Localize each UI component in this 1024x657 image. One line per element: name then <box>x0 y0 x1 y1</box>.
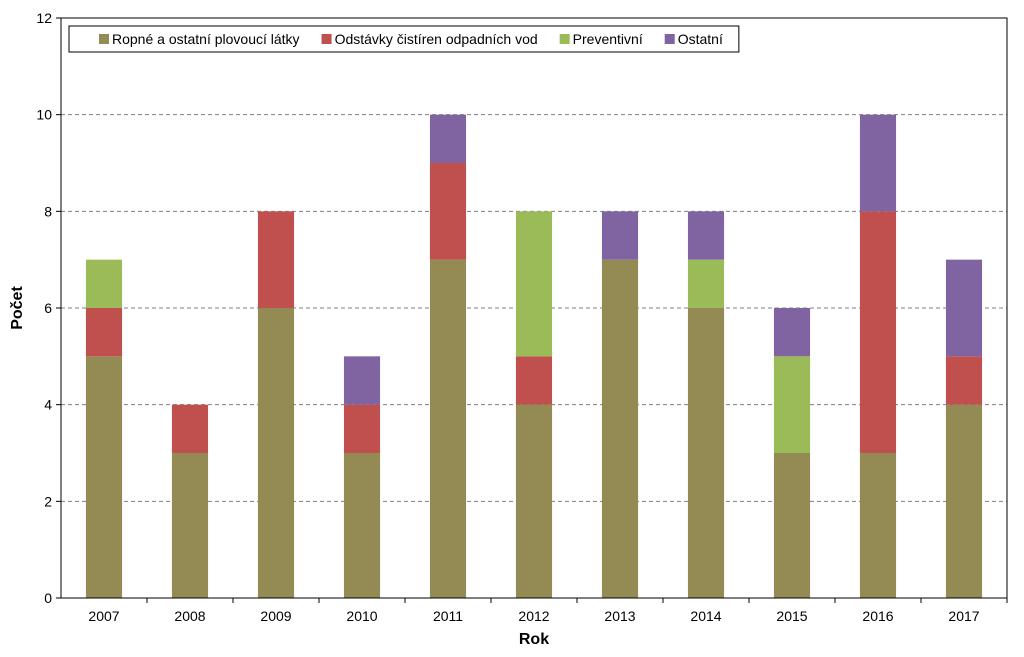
legend-box <box>68 25 740 53</box>
y-tick-label: 4 <box>44 397 52 413</box>
bar-segment-2012-s0 <box>515 404 553 598</box>
bar-segment-2010-s3 <box>343 356 381 405</box>
y-tick-label: 0 <box>44 590 52 606</box>
x-tick-label: 2009 <box>260 608 291 624</box>
legend-swatch-3 <box>664 34 675 44</box>
bar-segment-2010-s0 <box>343 453 381 598</box>
bar-segment-2007-s0 <box>85 356 123 598</box>
bar-segment-2010-s1 <box>343 404 381 453</box>
legend-label-3: Ostatní <box>678 31 723 47</box>
y-tick-label: 6 <box>44 300 52 316</box>
bar-segment-2011-s3 <box>429 114 467 163</box>
x-tick-label: 2010 <box>346 608 377 624</box>
bar-segment-2009-s0 <box>257 308 295 598</box>
legend-swatch-0 <box>99 34 109 44</box>
legend-label-0: Ropné a ostatní plovoucí látky <box>112 31 300 47</box>
axes: 0 2 4 6 8 10 12 2007 2008 2009 2010 2011 2012 2013 201… <box>36 10 1008 624</box>
y-tick-label: 2 <box>44 493 52 509</box>
bar-segment-2007-s1 <box>85 308 123 357</box>
legend-label-1: Odstávky čistíren odpadních vod <box>335 31 538 47</box>
x-tick-label: 2016 <box>862 608 893 624</box>
y-axis-title: Počet <box>9 286 26 330</box>
bar-segment-2008-s0 <box>171 453 209 598</box>
legend-label-2: Preventivní <box>573 31 643 47</box>
y-tick-label: 12 <box>36 10 52 26</box>
bar-segment-2015-s2 <box>773 356 811 453</box>
x-tick-label: 2015 <box>776 608 807 624</box>
bar-segment-2017-s3 <box>945 259 983 357</box>
bar-segment-2017-s0 <box>945 404 983 598</box>
x-tick-label: 2007 <box>88 608 119 624</box>
x-tick-label: 2017 <box>948 608 979 624</box>
bar-segment-2015-s0 <box>773 453 811 598</box>
bar-segment-2016-s3 <box>859 114 897 212</box>
bar-segment-2011-s1 <box>429 163 467 260</box>
bar-segment-2014-s0 <box>687 308 725 598</box>
x-tick-label: 2008 <box>174 608 205 624</box>
bar-segment-2011-s0 <box>429 259 467 598</box>
bar-segment-2013-s3 <box>601 211 639 260</box>
bar-segment-2012-s1 <box>515 356 553 405</box>
bar-segment-2008-s1 <box>171 404 209 453</box>
x-tick-label: 2012 <box>518 608 549 624</box>
y-tick-label: 8 <box>44 203 52 219</box>
bar-segment-2015-s3 <box>773 308 811 357</box>
bar-segment-2017-s1 <box>945 356 983 405</box>
bar-segment-2014-s2 <box>687 259 725 308</box>
legend-swatch-2 <box>559 34 570 44</box>
bar-segment-2012-s2 <box>515 211 553 357</box>
legend: Ropné a ostatní plovoucí látky Odstávky č… <box>68 25 740 53</box>
bar-segment-2007-s2 <box>85 259 123 308</box>
bars <box>85 114 983 598</box>
x-tick-label: 2014 <box>690 608 721 624</box>
y-tick-label: 10 <box>36 107 52 123</box>
x-tick-label: 2013 <box>604 608 635 624</box>
bar-segment-2013-s0 <box>601 259 639 598</box>
x-tick-label: 2011 <box>433 608 463 624</box>
x-axis-title: Rok <box>519 631 549 648</box>
legend-swatch-1 <box>321 34 332 44</box>
bar-segment-2016-s1 <box>859 211 897 453</box>
bar-segment-2014-s3 <box>687 211 725 260</box>
bar-segment-2009-s1 <box>257 211 295 308</box>
bar-segment-2016-s0 <box>859 453 897 598</box>
